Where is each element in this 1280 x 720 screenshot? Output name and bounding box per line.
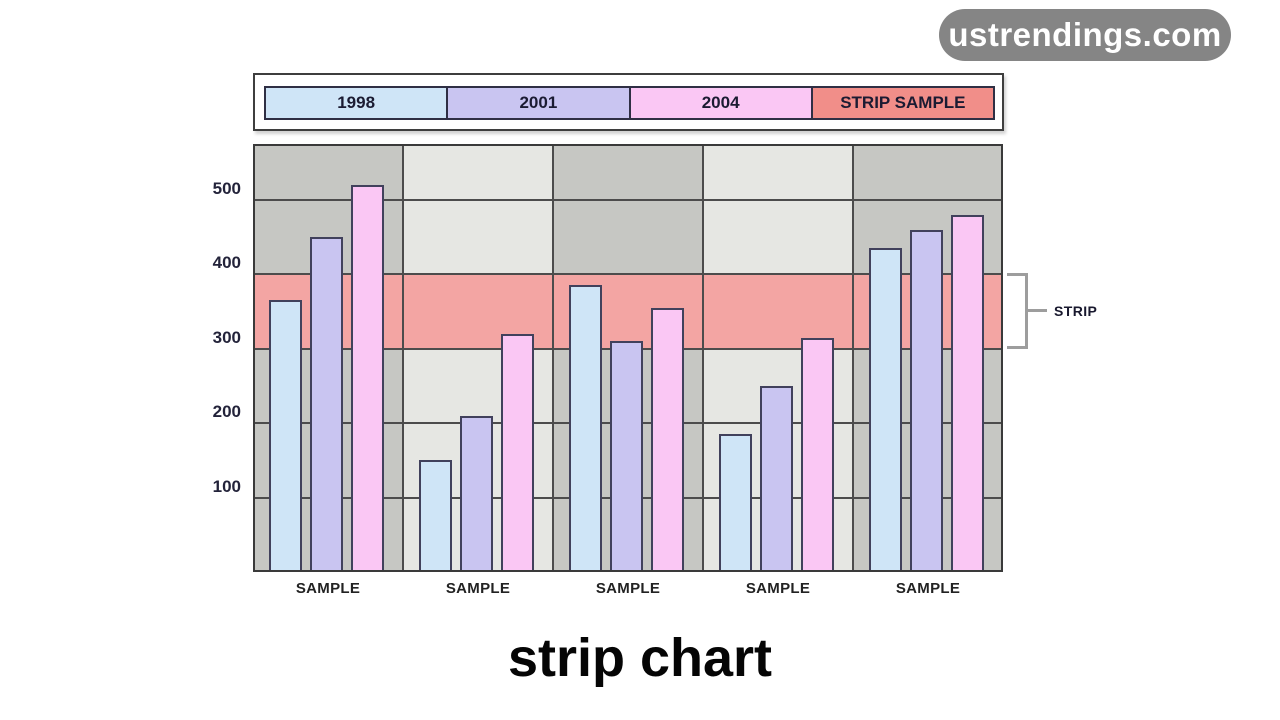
bar-2004 — [501, 333, 534, 572]
bar-2001 — [460, 415, 493, 572]
x-axis-category-label: SAMPLE — [745, 580, 811, 597]
group-separator — [852, 144, 854, 572]
x-axis-category-label: SAMPLE — [295, 580, 361, 597]
bar-2004 — [651, 307, 684, 572]
bar-1998 — [569, 285, 602, 572]
y-axis-tick-label: 500 — [212, 178, 241, 198]
strip-bracket-middle-tick — [1028, 309, 1047, 312]
page-title: strip chart — [507, 628, 773, 688]
bar-1998 — [419, 460, 452, 572]
group-separator — [402, 144, 404, 572]
bar-1998 — [869, 248, 902, 572]
bar-2001 — [310, 237, 343, 572]
x-axis-category-label: SAMPLE — [595, 580, 661, 597]
y-axis-tick-label: 400 — [212, 253, 241, 273]
legend-item-1998: 1998 — [264, 86, 449, 120]
x-axis-category-label: SAMPLE — [895, 580, 961, 597]
strip-bracket-top-tick — [1007, 273, 1027, 276]
y-axis-tick-label: 300 — [212, 327, 241, 347]
watermark-badge: ustrendings.com — [939, 9, 1231, 61]
y-axis-tick-label: 100 — [212, 476, 241, 496]
y-axis-tick-label: 200 — [212, 402, 241, 422]
group-separator — [702, 144, 704, 572]
legend-item-strip-sample: STRIP SAMPLE — [810, 86, 995, 120]
bar-2004 — [351, 184, 384, 572]
plot-area — [253, 144, 1003, 572]
watermark-text: ustrendings.com — [948, 16, 1222, 53]
strip-bracket-bottom-tick — [1007, 346, 1027, 349]
chart-legend: 1998 2001 2004 STRIP SAMPLE — [253, 73, 1004, 131]
bar-2001 — [760, 385, 793, 572]
bar-2004 — [951, 214, 984, 572]
bar-2001 — [610, 341, 643, 572]
legend-item-2001: 2001 — [446, 86, 631, 120]
legend-items: 1998 2001 2004 STRIP SAMPLE — [264, 86, 995, 120]
bar-1998 — [269, 300, 302, 572]
strip-bracket-vertical — [1025, 273, 1028, 349]
legend-item-2004: 2004 — [628, 86, 813, 120]
x-axis-category-label: SAMPLE — [445, 580, 511, 597]
gridline — [253, 198, 1003, 201]
bar-2001 — [910, 229, 943, 572]
strip-annotation-label: STRIP — [1054, 303, 1098, 319]
bar-1998 — [719, 434, 752, 572]
bar-2004 — [801, 337, 834, 572]
group-separator — [552, 144, 554, 572]
